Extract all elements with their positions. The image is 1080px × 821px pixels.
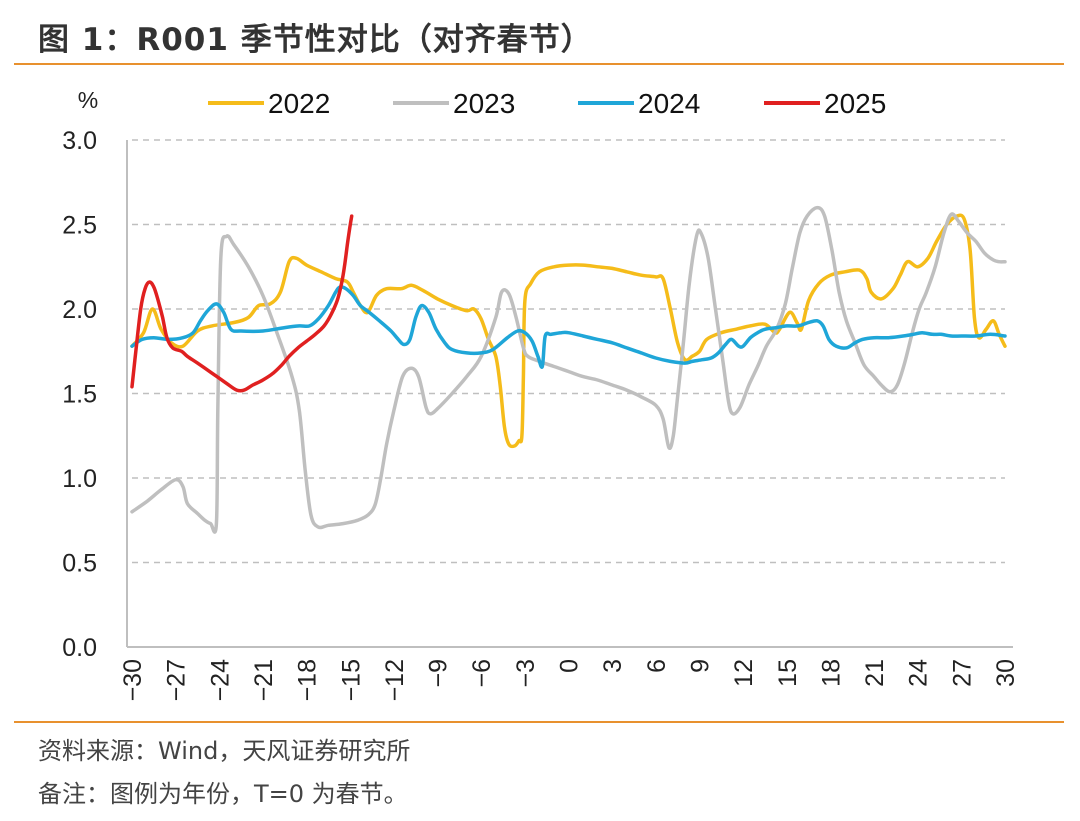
- bottom-rule: [14, 721, 1064, 723]
- footnote: 备注：图例为年份，T=0 为春节。: [38, 780, 408, 808]
- series-lines: [130, 205, 1007, 534]
- x-tick-label: 30: [992, 659, 1020, 687]
- x-tick-label: −18: [294, 659, 322, 701]
- y-tick-label: 1.5: [62, 381, 97, 409]
- y-axis-unit: %: [78, 87, 98, 113]
- y-tick-label: 0.0: [62, 634, 97, 662]
- x-tick-label: −3: [512, 659, 540, 688]
- x-tick-label: 21: [861, 659, 889, 687]
- y-tick-label: 0.5: [62, 550, 97, 578]
- x-tick-label: 9: [686, 659, 714, 673]
- grid-lines: [132, 139, 1005, 564]
- legend-label-2023: 2023: [453, 88, 515, 119]
- axes: [126, 140, 1013, 648]
- series-line-2024: [130, 285, 1007, 369]
- x-tick-label: 0: [556, 659, 584, 673]
- x-tick-label: −21: [250, 659, 278, 701]
- chart-title: 图 1：R001 季节性对比（对齐春节）: [38, 22, 593, 58]
- x-tick-label: −24: [206, 659, 234, 702]
- y-tick-label: 2.5: [62, 212, 97, 240]
- x-tick-label: 6: [643, 659, 671, 673]
- x-tick-label: −15: [337, 659, 365, 701]
- legend-label-2022: 2022: [268, 88, 330, 119]
- source-note: 资料来源：Wind，天风证券研究所: [38, 737, 411, 765]
- x-tick-label: −27: [163, 659, 191, 701]
- y-tick-label: 1.0: [62, 465, 97, 493]
- x-tick-label: −9: [425, 659, 453, 688]
- y-tick-label: 3.0: [62, 127, 97, 155]
- series-line-2022: [130, 213, 1007, 449]
- x-tick-label: 18: [817, 659, 845, 687]
- x-tick-label: 24: [905, 659, 933, 687]
- series-line-2023: [130, 205, 1007, 534]
- axis-labels: 0.00.51.01.52.02.53.0%−30 −27 −24 −21 −18 −15…: [62, 87, 1020, 701]
- legend: 2022 2023 2024 2025: [208, 88, 886, 119]
- x-tick-label: −30: [119, 659, 147, 701]
- x-tick-label: −6: [468, 659, 496, 688]
- x-tick-label: 3: [599, 659, 627, 673]
- top-rule: [14, 63, 1064, 65]
- y-tick-label: 2.0: [62, 296, 97, 324]
- x-tick-label: 27: [948, 659, 976, 687]
- legend-label-2024: 2024: [638, 88, 700, 119]
- series-line-2025: [130, 214, 354, 393]
- legend-label-2025: 2025: [824, 88, 886, 119]
- x-tick-label: 12: [730, 659, 758, 687]
- x-tick-label: 15: [774, 659, 802, 687]
- x-tick-label: −12: [381, 659, 409, 701]
